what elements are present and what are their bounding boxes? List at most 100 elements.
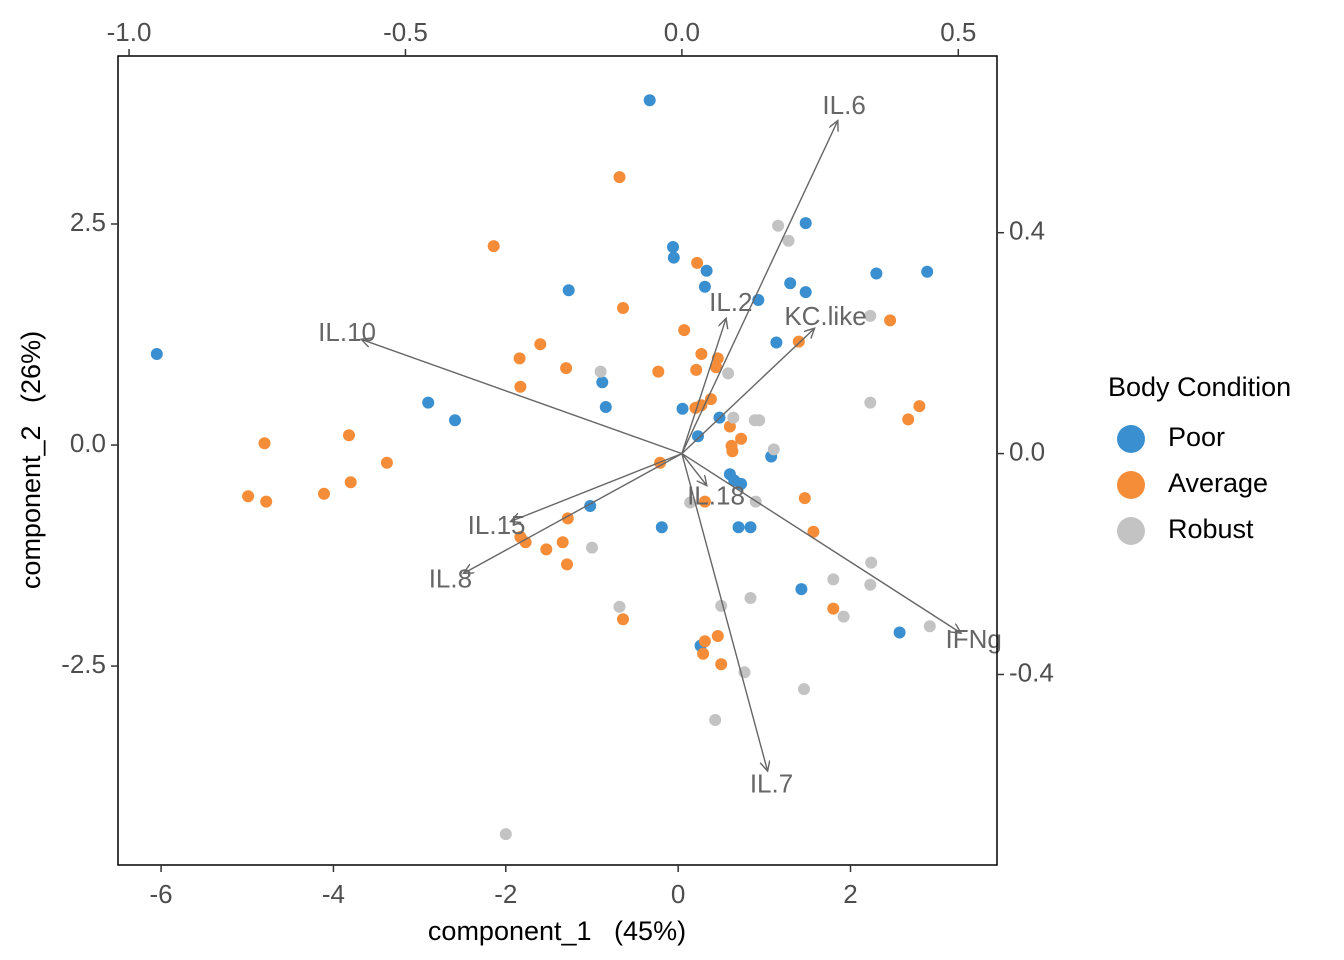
legend-title: Body Condition bbox=[1108, 372, 1291, 402]
right-tick-label: -0.4 bbox=[1009, 657, 1054, 687]
point-robust bbox=[827, 573, 840, 586]
point-poor bbox=[692, 430, 704, 443]
point-average bbox=[514, 380, 527, 393]
point-poor bbox=[676, 402, 689, 415]
point-poor bbox=[596, 376, 609, 389]
point-robust bbox=[499, 828, 512, 841]
point-average bbox=[318, 487, 330, 500]
point-robust bbox=[772, 219, 785, 232]
legend-swatch-robust bbox=[1117, 517, 1145, 545]
point-poor bbox=[795, 583, 808, 596]
right-tick-label: 0.4 bbox=[1009, 216, 1045, 246]
legend-swatch-poor bbox=[1117, 425, 1145, 453]
right-tick-label: 0.0 bbox=[1009, 436, 1045, 466]
top-tick-label: -0.5 bbox=[383, 17, 428, 47]
x-axis-bottom: -6 -4 -2 0 2 bbox=[150, 865, 858, 909]
point-average bbox=[827, 602, 840, 615]
loading-label-il-15: IL.15 bbox=[468, 510, 526, 540]
point-average bbox=[617, 302, 629, 314]
point-poor bbox=[698, 280, 711, 293]
y-axis-label: component_2 (26%) bbox=[16, 331, 46, 589]
loading-arrow-il-8 bbox=[464, 452, 683, 574]
top-tick-label: 0.0 bbox=[664, 17, 700, 47]
point-average bbox=[343, 429, 355, 442]
point-average bbox=[258, 437, 271, 450]
legend-label-average: Average bbox=[1168, 468, 1268, 498]
loading-arrow-ifng bbox=[681, 453, 961, 634]
y-axis-right: -0.4 0.0 0.4 bbox=[997, 216, 1054, 687]
loading-arrow-il-18 bbox=[681, 453, 707, 486]
point-poor bbox=[599, 401, 612, 413]
x-axis-top: -1.0 -0.5 0.0 0.5 bbox=[107, 17, 976, 56]
point-average bbox=[380, 456, 393, 469]
legend-items: Poor Average Robust bbox=[1117, 422, 1268, 545]
point-average bbox=[807, 525, 820, 538]
point-robust bbox=[864, 309, 877, 322]
point-poor bbox=[744, 521, 757, 534]
data-points bbox=[150, 94, 936, 841]
point-robust bbox=[864, 578, 877, 591]
point-robust bbox=[767, 443, 780, 456]
point-poor bbox=[700, 264, 713, 277]
point-robust bbox=[744, 592, 757, 604]
point-average bbox=[691, 256, 704, 269]
point-average bbox=[690, 363, 703, 376]
point-average bbox=[913, 400, 926, 413]
point-average bbox=[798, 492, 811, 505]
point-average bbox=[704, 393, 717, 406]
loading-label-kc-like: KC.like bbox=[784, 301, 866, 331]
point-average bbox=[715, 658, 728, 671]
point-average bbox=[884, 314, 897, 327]
plot-panel-border bbox=[117, 55, 998, 866]
point-poor bbox=[643, 94, 656, 107]
point-average bbox=[560, 362, 573, 375]
point-poor bbox=[449, 414, 461, 427]
loading-label-il-2: IL.2 bbox=[709, 287, 752, 317]
legend-swatch-average bbox=[1117, 471, 1145, 499]
point-average bbox=[617, 613, 629, 626]
point-poor bbox=[150, 348, 163, 360]
point-poor bbox=[893, 626, 906, 639]
loading-arrow-il-6 bbox=[681, 121, 838, 454]
y-axis-left: -2.5 0.0 2.5 bbox=[61, 207, 118, 679]
legend: Body Condition Poor Average Robust bbox=[1108, 372, 1291, 545]
loading-label-il-10: IL.10 bbox=[318, 317, 376, 347]
point-poor bbox=[667, 241, 679, 253]
y-tick-label: 2.5 bbox=[70, 207, 106, 237]
x-tick-label: -2 bbox=[494, 879, 517, 909]
point-poor bbox=[784, 277, 797, 290]
point-robust bbox=[594, 365, 607, 378]
loading-label-il-6: IL.6 bbox=[822, 90, 865, 120]
point-average bbox=[725, 439, 738, 452]
point-poor bbox=[732, 521, 745, 534]
legend-label-poor: Poor bbox=[1168, 422, 1225, 452]
point-poor bbox=[655, 521, 668, 534]
point-average bbox=[561, 512, 574, 525]
point-robust bbox=[586, 541, 598, 554]
point-average bbox=[344, 476, 357, 489]
point-robust bbox=[782, 234, 795, 247]
loading-arrow-il-10 bbox=[361, 339, 683, 455]
point-average bbox=[710, 361, 723, 374]
loading-label-il-8: IL.8 bbox=[429, 563, 472, 593]
legend-label-robust: Robust bbox=[1168, 514, 1254, 544]
point-robust bbox=[923, 620, 936, 633]
point-robust bbox=[722, 367, 735, 380]
point-poor bbox=[799, 286, 812, 299]
point-robust bbox=[798, 683, 810, 696]
point-poor bbox=[799, 217, 812, 230]
point-robust bbox=[753, 414, 766, 427]
point-average bbox=[698, 635, 711, 648]
y-tick-label: 0.0 bbox=[70, 428, 106, 458]
point-average bbox=[513, 352, 526, 365]
point-average bbox=[556, 536, 569, 549]
point-average bbox=[902, 413, 915, 426]
point-average bbox=[540, 543, 553, 556]
x-tick-label: 0 bbox=[671, 879, 685, 909]
point-poor bbox=[422, 396, 435, 409]
point-average bbox=[678, 324, 691, 337]
point-poor bbox=[870, 267, 883, 280]
loading-arrow-kc-like bbox=[681, 328, 815, 455]
loading-arrow-il-2 bbox=[681, 318, 726, 454]
